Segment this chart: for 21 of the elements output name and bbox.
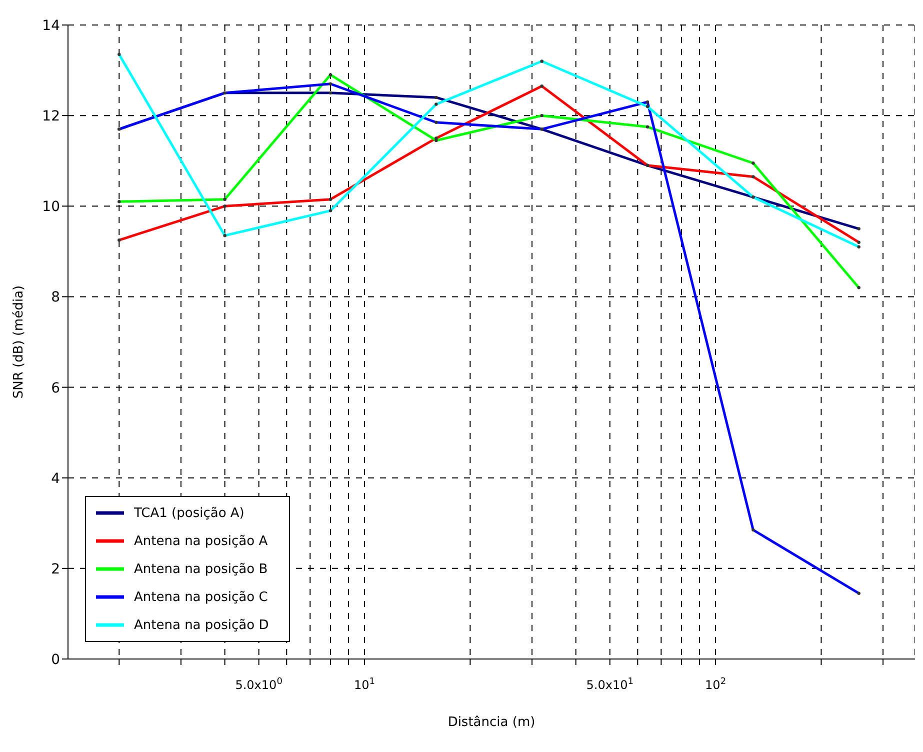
legend-label: Antena na posição B [134, 562, 268, 577]
y-tick-label: 14 [42, 18, 60, 34]
y-tick-label: 8 [51, 290, 60, 306]
x-axis-title: Distância (m) [448, 715, 536, 730]
line-series [118, 73, 860, 290]
legend-label: Antena na posição A [134, 534, 268, 549]
legend-label: Antena na posição C [134, 590, 268, 605]
y-tick-label: 6 [51, 380, 60, 396]
x-tick-label: 5.0x10$^{0}$ [235, 677, 283, 692]
y-axis-title: SNR (dB) (média) [12, 285, 27, 399]
x-tick-label: 10$^{1}$ [354, 677, 376, 692]
line-series [118, 52, 860, 248]
y-tick-label: 10 [42, 199, 60, 216]
y-tick-label: 12 [42, 108, 60, 125]
y-tick-label: 2 [51, 561, 60, 578]
y-tick-label: 0 [51, 652, 60, 668]
x-tick-label: 10$^{2}$ [705, 677, 726, 692]
y-tick-label: 4 [51, 470, 60, 487]
x-tick-label: 5.0x10$^{1}$ [586, 677, 634, 692]
legend-label: Antena na posição D [134, 618, 269, 633]
legend-label: TCA1 (posição A) [134, 506, 244, 521]
